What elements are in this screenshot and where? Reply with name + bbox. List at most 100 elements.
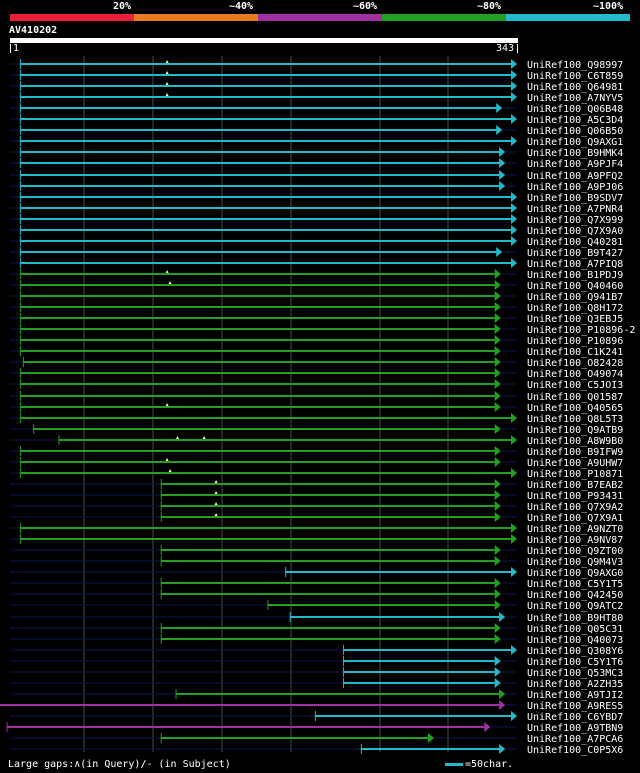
hit-label[interactable]: UniRef100_Q9M4V3: [527, 557, 623, 568]
hit-row[interactable]: UniRef100_A9PJF4: [10, 158, 623, 170]
hit-row[interactable]: UniRef100_A9NV87: [10, 534, 623, 546]
hit-label[interactable]: UniRef100_Q3EBJ5: [527, 314, 623, 325]
hit-row[interactable]: UniRef100_C6T859: [10, 70, 623, 82]
hit-label[interactable]: UniRef100_B9HT80: [527, 613, 623, 624]
hit-label[interactable]: UniRef100_A9TJI2: [527, 690, 623, 701]
hit-label[interactable]: UniRef100_A9PJ06: [527, 182, 623, 193]
hit-row[interactable]: UniRef100_B7EAB2: [10, 479, 623, 491]
hit-label[interactable]: UniRef100_O49074: [527, 369, 623, 380]
hit-label[interactable]: UniRef100_Q7X9A0: [527, 226, 623, 237]
hit-label[interactable]: UniRef100_Q42450: [527, 590, 623, 601]
hit-label[interactable]: UniRef100_O82428: [527, 358, 623, 369]
hit-label[interactable]: UniRef100_B7EAB2: [527, 480, 623, 491]
hit-row[interactable]: UniRef100_A9NZT0: [10, 523, 623, 535]
hit-row[interactable]: UniRef100_P10896: [10, 335, 623, 347]
hit-row[interactable]: UniRef100_Q40565: [10, 402, 623, 414]
hit-row[interactable]: UniRef100_A8W9B0: [10, 435, 623, 447]
hit-row[interactable]: UniRef100_C5JOI3: [10, 379, 623, 391]
hit-row[interactable]: UniRef100_Q7X9A1: [10, 512, 623, 524]
hit-label[interactable]: UniRef100_A7NYV5: [527, 93, 623, 104]
hit-label[interactable]: UniRef100_B9HMK4: [527, 148, 623, 159]
hit-label[interactable]: UniRef100_C6YBD7: [527, 712, 623, 723]
hit-row[interactable]: UniRef100_Q01587: [10, 391, 623, 403]
hit-label[interactable]: UniRef100_Q05C31: [527, 624, 623, 635]
hit-label[interactable]: UniRef100_C5Y1T6: [527, 657, 623, 668]
hit-row[interactable]: UniRef100_A5C3D4: [10, 114, 623, 126]
hit-row[interactable]: UniRef100_Q06B50: [10, 125, 623, 137]
hit-label[interactable]: UniRef100_Q40281: [527, 237, 623, 248]
hit-label[interactable]: UniRef100_Q98997: [527, 60, 623, 71]
hit-label[interactable]: UniRef100_Q9ATB9: [527, 425, 623, 436]
hit-row[interactable]: UniRef100_A2ZH35: [10, 678, 623, 690]
hit-label[interactable]: UniRef100_C5JOI3: [527, 380, 623, 391]
hit-label[interactable]: UniRef100_A9RES5: [527, 701, 623, 712]
hit-label[interactable]: UniRef100_A7PIQ8: [527, 259, 623, 270]
hit-row[interactable]: UniRef100_B9HT80: [10, 612, 623, 624]
hit-label[interactable]: UniRef100_Q9ATC2: [527, 601, 623, 612]
hit-label[interactable]: UniRef100_Q941B7: [527, 292, 623, 303]
hit-row[interactable]: UniRef100_A9PJ06: [10, 181, 623, 193]
hit-row[interactable]: UniRef100_C5Y1T6: [10, 656, 623, 668]
hit-label[interactable]: UniRef100_P93431: [527, 491, 623, 502]
hit-row[interactable]: UniRef100_A9TJI2: [10, 689, 623, 701]
hit-label[interactable]: UniRef100_A5C3D4: [527, 115, 623, 126]
hit-row[interactable]: UniRef100_Q40281: [10, 236, 623, 248]
hit-row[interactable]: UniRef100_P10896-2: [10, 324, 635, 336]
hit-label[interactable]: UniRef100_A9NV87: [527, 535, 623, 546]
hit-row[interactable]: UniRef100_A7NYV5: [10, 92, 623, 104]
hit-row[interactable]: UniRef100_A7PIQ8: [10, 258, 623, 270]
hit-row[interactable]: UniRef100_O49074: [10, 368, 623, 380]
hit-row[interactable]: UniRef100_P93431: [10, 490, 623, 502]
hit-label[interactable]: UniRef100_A9PFQ2: [527, 171, 623, 182]
hit-label[interactable]: UniRef100_P10896-2: [527, 325, 635, 336]
hit-label[interactable]: UniRef100_Q9AXG1: [527, 137, 623, 148]
hit-row[interactable]: UniRef100_A9TBN9: [6, 722, 623, 734]
hit-row[interactable]: UniRef100_Q7X9A2: [10, 501, 623, 513]
hit-row[interactable]: UniRef100_Q308Y6: [10, 645, 623, 657]
hit-row[interactable]: UniRef100_Q8H172: [10, 302, 623, 314]
hit-row[interactable]: UniRef100_C5Y1T5: [10, 578, 623, 590]
hit-label[interactable]: UniRef100_A8W9B0: [527, 436, 623, 447]
hit-row[interactable]: UniRef100_A9RES5: [0, 700, 623, 712]
hit-row[interactable]: UniRef100_B9IFW9: [10, 446, 623, 458]
hit-row[interactable]: UniRef100_B9HMK4: [10, 147, 623, 159]
hit-label[interactable]: UniRef100_Q06B48: [527, 104, 623, 115]
hit-row[interactable]: UniRef100_Q64981: [10, 81, 623, 93]
hit-label[interactable]: UniRef100_B9T427: [527, 248, 623, 259]
hit-label[interactable]: UniRef100_Q8H172: [527, 303, 623, 314]
hit-label[interactable]: UniRef100_Q40565: [527, 403, 623, 414]
hit-label[interactable]: UniRef100_A7PNR4: [527, 204, 623, 215]
hit-label[interactable]: UniRef100_B1PDJ9: [527, 270, 623, 281]
hit-row[interactable]: UniRef100_O82428: [10, 357, 623, 369]
hit-label[interactable]: UniRef100_A7PCA6: [527, 734, 623, 745]
hit-row[interactable]: UniRef100_B9SDV7: [10, 192, 623, 204]
hit-label[interactable]: UniRef100_C0P5X6: [527, 745, 623, 756]
hit-label[interactable]: UniRef100_Q9ZT00: [527, 546, 623, 557]
hit-label[interactable]: UniRef100_Q7X999: [527, 215, 623, 226]
hit-row[interactable]: UniRef100_Q98997: [10, 59, 623, 71]
hit-row[interactable]: UniRef100_Q42450: [10, 589, 623, 601]
hit-label[interactable]: UniRef100_A9NZT0: [527, 524, 623, 535]
hit-row[interactable]: UniRef100_C0P5X6: [10, 744, 623, 756]
hit-row[interactable]: UniRef100_Q9AXG0: [10, 567, 623, 579]
hit-label[interactable]: UniRef100_C6T859: [527, 71, 623, 82]
hit-label[interactable]: UniRef100_Q06B50: [527, 126, 623, 137]
hit-row[interactable]: UniRef100_P10871: [10, 468, 623, 480]
hit-label[interactable]: UniRef100_Q308Y6: [527, 646, 623, 657]
hit-label[interactable]: UniRef100_Q9AXG0: [527, 568, 623, 579]
hit-row[interactable]: UniRef100_Q3EBJ5: [10, 313, 623, 325]
hit-row[interactable]: UniRef100_Q06B48: [10, 103, 623, 115]
hit-row[interactable]: UniRef100_Q8L5T3: [10, 413, 623, 425]
hit-label[interactable]: UniRef100_C1K241: [527, 347, 623, 358]
hit-label[interactable]: UniRef100_P10871: [527, 469, 623, 480]
hit-row[interactable]: UniRef100_B9T427: [10, 247, 623, 259]
hit-label[interactable]: UniRef100_P10896: [527, 336, 623, 347]
hit-row[interactable]: UniRef100_Q40073: [10, 634, 623, 646]
hit-label[interactable]: UniRef100_Q01587: [527, 392, 623, 403]
hit-label[interactable]: UniRef100_Q64981: [527, 82, 623, 93]
hit-row[interactable]: UniRef100_Q9ZT00: [10, 545, 623, 557]
hit-label[interactable]: UniRef100_C5Y1T5: [527, 579, 623, 590]
hit-row[interactable]: UniRef100_B1PDJ9: [10, 269, 623, 281]
hit-label[interactable]: UniRef100_Q53MC3: [527, 668, 623, 679]
hit-row[interactable]: UniRef100_A7PNR4: [10, 203, 623, 215]
